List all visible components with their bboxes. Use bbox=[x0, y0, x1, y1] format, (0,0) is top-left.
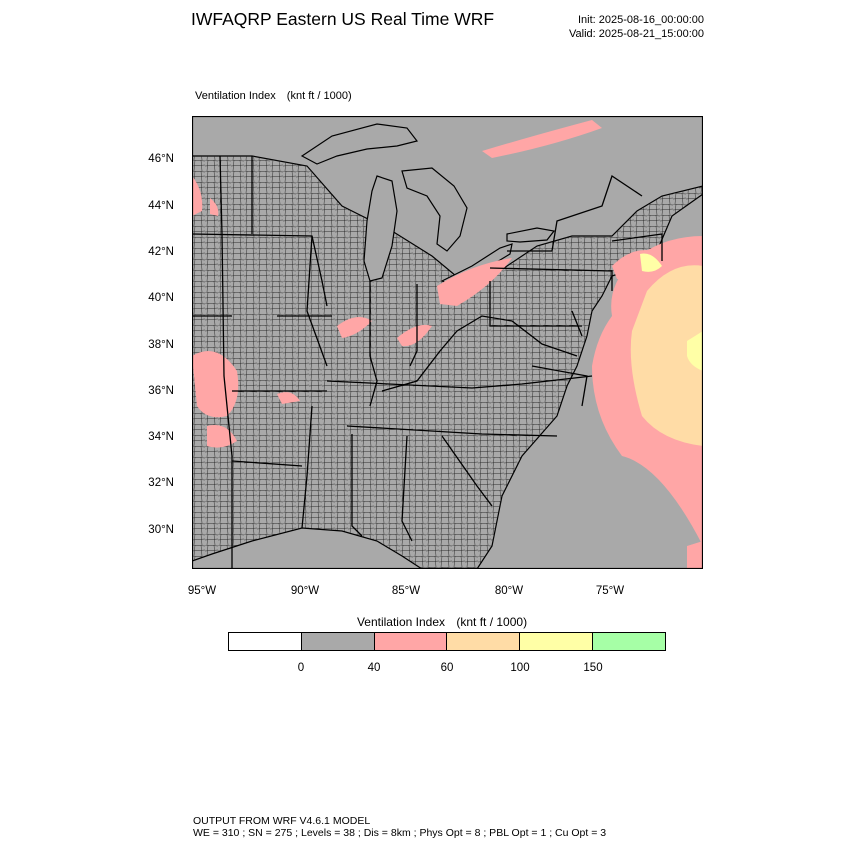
model-info-line2: WE = 310 ; SN = 275 ; Levels = 38 ; Dis … bbox=[193, 827, 607, 839]
lake-superior bbox=[300, 123, 419, 165]
lake-ontario bbox=[506, 227, 556, 243]
lat-label-46: 46°N bbox=[148, 153, 174, 165]
plot-title: IWFAQRP Eastern US Real Time WRF bbox=[191, 9, 495, 29]
lat-label-32: 32°N bbox=[148, 477, 174, 489]
lat-label-36: 36°N bbox=[148, 385, 174, 397]
colorbar-tick-100: 100 bbox=[510, 662, 530, 674]
map-svg bbox=[192, 116, 703, 569]
colorbar-box-100-150 bbox=[520, 633, 594, 650]
lat-label-30: 30°N bbox=[148, 524, 174, 536]
vent-index-100-150 bbox=[640, 253, 703, 371]
run-info: Init: 2025-08-16_00:00:00 Valid: 2025-08… bbox=[520, 13, 704, 41]
model-info-footer: OUTPUT FROM WRF V4.6.1 MODEL WE = 310 ; … bbox=[193, 815, 606, 839]
lat-label-34: 34°N bbox=[148, 431, 174, 443]
model-info-line1: OUTPUT FROM WRF V4.6.1 MODEL bbox=[193, 815, 371, 827]
lon-label-75: 75°W bbox=[595, 585, 625, 597]
state-boundaries bbox=[192, 155, 663, 569]
colorbar-tick-40: 40 bbox=[367, 662, 381, 674]
lake-michigan bbox=[363, 175, 398, 282]
lon-label-95: 95°W bbox=[187, 585, 217, 597]
map-field-units: (knt ft / 1000) bbox=[286, 90, 352, 102]
init-time: Init: 2025-08-16_00:00:00 bbox=[578, 14, 704, 26]
lon-label-90: 90°W bbox=[290, 585, 320, 597]
lat-label-40: 40°N bbox=[148, 292, 174, 304]
lat-label-38: 38°N bbox=[148, 339, 174, 351]
colorbar-box-60-100 bbox=[447, 633, 521, 650]
colorbar-box-above-150 bbox=[593, 633, 665, 650]
map-field-name: Ventilation Index bbox=[195, 90, 276, 102]
colorbar-title-name: Ventilation Index bbox=[356, 615, 446, 629]
valid-time: Valid: 2025-08-21_15:00:00 bbox=[569, 28, 704, 40]
colorbar-tick-150: 150 bbox=[583, 662, 603, 674]
colorbar-box-below-0 bbox=[229, 633, 302, 650]
map-panel bbox=[192, 116, 703, 569]
colorbar-tick-60: 60 bbox=[440, 662, 454, 674]
colorbar-title: Ventilation Index (knt ft / 1000) bbox=[330, 615, 554, 629]
colorbar-tick-0: 0 bbox=[297, 662, 305, 674]
lon-label-85: 85°W bbox=[391, 585, 421, 597]
lat-label-44: 44°N bbox=[148, 200, 174, 212]
map-field-label: Ventilation Index (knt ft / 1000) bbox=[195, 90, 352, 102]
lake-huron bbox=[401, 167, 468, 252]
colorbar bbox=[228, 632, 666, 651]
colorbar-box-0-40 bbox=[301, 633, 375, 650]
lat-label-42: 42°N bbox=[148, 246, 174, 258]
lon-label-80: 80°W bbox=[494, 585, 524, 597]
colorbar-title-units: (knt ft / 1000) bbox=[456, 615, 528, 629]
vent-index-60-100 bbox=[630, 265, 703, 446]
county-lines bbox=[192, 156, 703, 569]
colorbar-box-40-60 bbox=[374, 633, 448, 650]
